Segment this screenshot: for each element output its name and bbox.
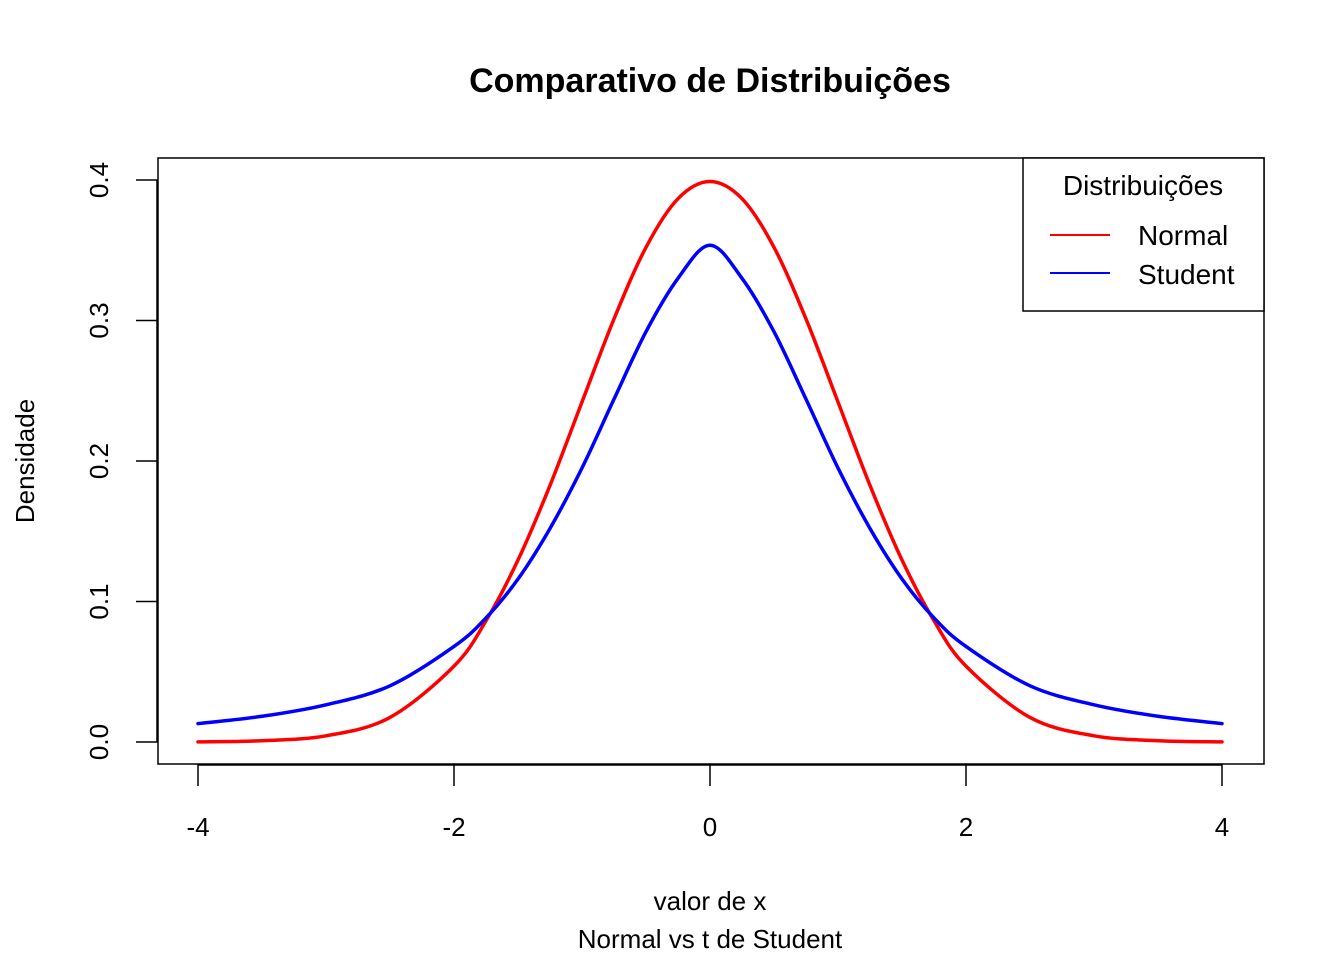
x-axis-label: valor de x — [654, 886, 767, 916]
x-axis: -4 -2 0 2 4 — [186, 764, 1229, 842]
x-tick-label: 2 — [959, 812, 973, 842]
legend-label-normal: Normal — [1138, 220, 1228, 251]
x-tick-label: 4 — [1215, 812, 1229, 842]
chart-title: Comparativo de Distribuições — [469, 62, 951, 100]
x-tick-label: 0 — [703, 812, 717, 842]
y-tick-label: 0.1 — [84, 583, 114, 619]
legend-title: Distribuições — [1063, 170, 1223, 201]
legend-label-student: Student — [1138, 259, 1235, 290]
x-tick-label: -4 — [186, 812, 209, 842]
y-tick-label: 0.3 — [84, 302, 114, 338]
series-line-normal — [196, 179, 1224, 744]
y-axis: 0.0 0.1 0.2 0.3 0.4 — [84, 162, 158, 760]
y-axis-label: Densidade — [10, 399, 40, 523]
y-tick-label: 0.2 — [84, 443, 114, 479]
series-line-student — [196, 243, 1224, 726]
legend: Distribuições Normal Student — [1022, 157, 1265, 312]
series-layer — [196, 179, 1224, 744]
y-tick-label: 0.0 — [84, 724, 114, 760]
chart-subtitle: Normal vs t de Student — [578, 924, 843, 954]
x-tick-label: -2 — [442, 812, 465, 842]
y-tick-label: 0.4 — [84, 162, 114, 198]
